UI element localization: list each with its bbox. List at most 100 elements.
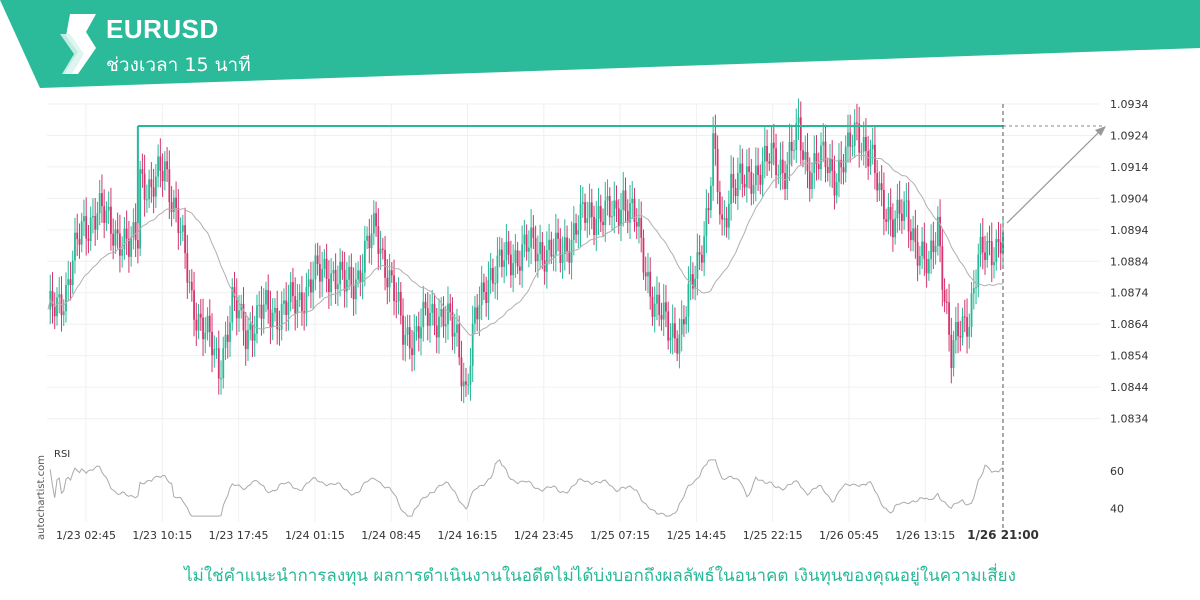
candle-body (307, 279, 310, 287)
candle-body (662, 302, 665, 320)
time-tick-label: 1/26 13:15 (895, 529, 955, 542)
candle-body (891, 219, 894, 238)
candle-body (251, 323, 254, 341)
candle-body (350, 266, 353, 287)
candle-body (617, 208, 620, 226)
candle-body (943, 289, 946, 302)
candle-body (179, 231, 182, 233)
candle-body (685, 316, 688, 325)
candle-body (312, 279, 315, 293)
candle-body (957, 321, 959, 337)
candle-body (642, 237, 645, 273)
candle-body (703, 236, 706, 263)
candle-body (283, 300, 285, 304)
candle-body (593, 216, 595, 236)
candle-body (85, 216, 88, 239)
candle-body (808, 171, 811, 190)
candle-body (534, 237, 537, 262)
candle-body (988, 241, 991, 243)
candle-body (458, 324, 461, 358)
candle-body (507, 241, 510, 255)
candle-body (734, 187, 737, 197)
candle-body (716, 148, 719, 192)
candle-body (530, 227, 533, 248)
candle-body (345, 279, 348, 292)
candle-body (289, 282, 292, 303)
candle-body (799, 117, 802, 151)
candle-body (92, 216, 94, 218)
candle-body (65, 285, 67, 312)
candle-body (395, 301, 398, 303)
forecast-line (1006, 127, 1104, 224)
time-tick-label: 1/23 17:45 (209, 529, 269, 542)
candle-body (725, 218, 728, 228)
candle-body (366, 235, 368, 241)
candle-body (163, 161, 166, 182)
candle-body (790, 141, 793, 151)
candle-body (240, 303, 243, 311)
candle-body (644, 272, 647, 277)
candle-body (172, 197, 175, 212)
candle-body (577, 230, 580, 235)
candle-body (824, 141, 827, 167)
candle-body (525, 234, 528, 252)
candle-body (777, 174, 780, 176)
candle-body (588, 202, 591, 219)
candle-body (193, 290, 195, 320)
candle-body (390, 270, 393, 276)
candle-body (501, 249, 503, 267)
candle-body (184, 225, 186, 254)
candle-body (417, 326, 420, 339)
candle-body (997, 239, 1000, 243)
candle-body (107, 206, 110, 211)
candle-body (136, 240, 139, 249)
candle-body (361, 272, 364, 283)
candle-body (258, 304, 261, 306)
symbol-title: EURUSD (106, 14, 219, 44)
time-tick-label: 1/24 08:45 (361, 529, 421, 542)
price-tick-label: 1.0924 (1110, 129, 1149, 142)
candle-body (624, 190, 627, 212)
candle-body (829, 158, 831, 174)
candle-body (770, 142, 773, 164)
candle-body (878, 183, 881, 191)
rsi-label: RSI (54, 449, 70, 460)
candle-body (939, 216, 941, 247)
candle-body (357, 270, 359, 280)
candle-body (429, 312, 431, 326)
candle-body (916, 242, 919, 266)
candle-body (220, 378, 222, 380)
candle-body (826, 166, 829, 174)
candle-body (512, 263, 515, 276)
candle-body (793, 149, 795, 151)
candle-body (763, 145, 766, 162)
candle-body (545, 250, 548, 272)
candle-body (568, 251, 571, 263)
candle-body (536, 253, 539, 262)
candle-body (638, 217, 640, 227)
candle-body (422, 301, 425, 328)
time-tick-label: 1/25 07:15 (590, 529, 650, 542)
candle-body (368, 235, 371, 249)
candle-body (665, 302, 667, 312)
candle-body (518, 266, 521, 271)
candle-body (667, 311, 670, 341)
candle-body (599, 205, 602, 222)
candle-body (781, 159, 784, 174)
candle-body (217, 348, 220, 379)
candle-body (604, 200, 607, 226)
candle-body (986, 241, 989, 260)
candle-body (759, 174, 762, 185)
candle-body (712, 133, 715, 186)
autochartist-logo-icon (60, 14, 96, 74)
candle-body (629, 203, 631, 223)
candle-body (689, 274, 692, 284)
candle-body (692, 274, 694, 289)
candle-body (903, 201, 906, 221)
candle-body (721, 214, 724, 220)
candle-body (154, 176, 157, 197)
candle-body (772, 142, 775, 149)
candle-body (900, 213, 903, 221)
candle-body (505, 241, 508, 261)
candle-body (305, 286, 308, 314)
